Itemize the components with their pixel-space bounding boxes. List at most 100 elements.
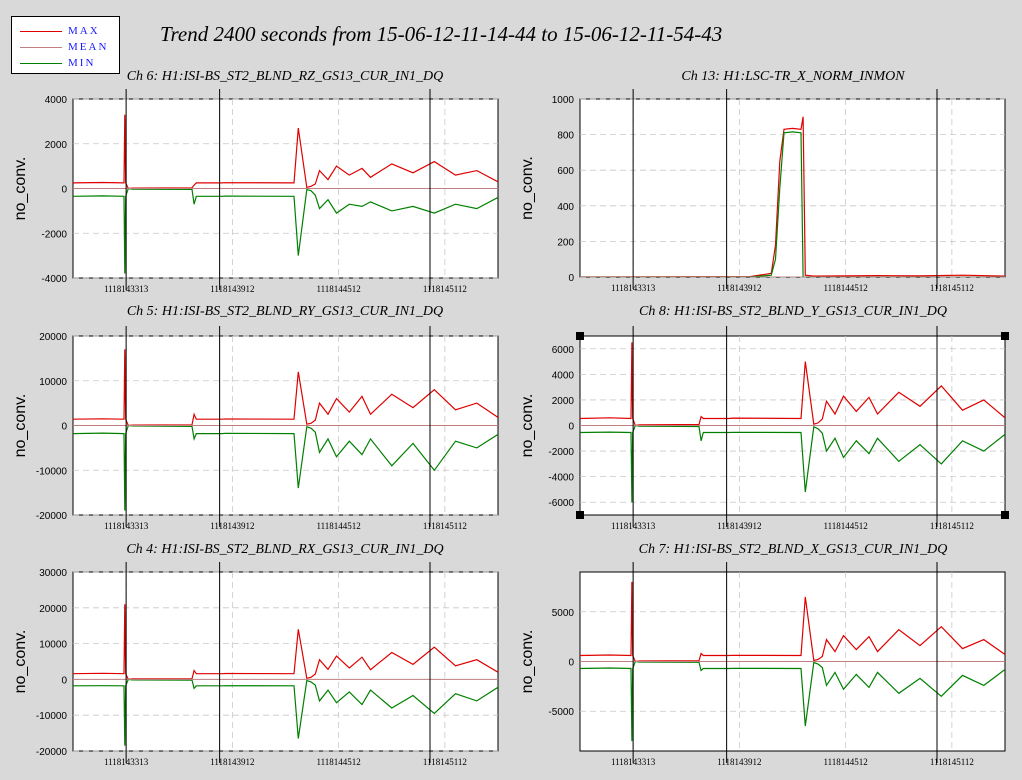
series-min-line xyxy=(73,424,498,511)
chart-title: Ch 4: H1:ISI-BS_ST2_BLND_RX_GS13_CUR_IN1… xyxy=(126,542,443,557)
x-tick-label: 1118145112 xyxy=(930,283,974,293)
series-max-line xyxy=(73,349,498,427)
plot-area xyxy=(579,98,1006,278)
legend-label-min: MIN xyxy=(68,57,96,69)
x-tick-label: 1118145112 xyxy=(423,757,467,767)
plot-series xyxy=(73,349,498,511)
y-axis-label: no_conv. xyxy=(519,156,536,220)
legend-item-max: MAX xyxy=(12,25,119,39)
y-tick-label: 4000 xyxy=(45,95,68,106)
chart-panel-2: Ch 13: H1:LSC-TR_X_NORM_INMON 1000 800 600 4… xyxy=(519,69,1006,293)
y-tick-label: -10000 xyxy=(36,466,68,477)
y-tick-label: 1000 xyxy=(552,95,575,106)
plot-series xyxy=(73,114,498,274)
series-max-line xyxy=(580,342,1005,427)
chart-title: Ch 13: H1:LSC-TR_X_NORM_INMON xyxy=(681,69,905,84)
y-tick-label: 10000 xyxy=(39,377,67,388)
x-tick-label: 1118143912 xyxy=(717,521,761,531)
series-max-line xyxy=(73,604,498,681)
x-tick-label: 1118144512 xyxy=(316,521,360,531)
legend-item-mean: MEAN xyxy=(12,41,119,55)
series-max-line xyxy=(73,114,498,190)
y-tick-label: 800 xyxy=(557,131,574,142)
series-min-line xyxy=(580,131,1005,277)
y-tick-label: 0 xyxy=(568,422,574,433)
y-axis-label: no_conv. xyxy=(12,157,29,221)
y-tick-label: 20000 xyxy=(39,332,67,343)
chart-panel-1: Ch 6: H1:ISI-BS_ST2_BLND_RZ_GS13_CUR_IN1… xyxy=(12,69,499,294)
y-tick-label: -20000 xyxy=(36,511,68,522)
y-axis-label: no_conv. xyxy=(519,394,536,458)
x-tick-label: 1118143912 xyxy=(210,521,254,531)
series-min-line xyxy=(580,424,1005,503)
y-tick-label: -5000 xyxy=(548,707,574,718)
y-axis-label: no_conv. xyxy=(12,630,29,694)
legend-label-max: MAX xyxy=(68,25,100,37)
series-min-line xyxy=(73,187,498,274)
x-tick-label: 1118144512 xyxy=(823,521,867,531)
y-tick-label: 20000 xyxy=(39,604,67,615)
y-tick-label: -2000 xyxy=(548,447,574,458)
plot-series xyxy=(580,116,1005,277)
legend-swatch-max xyxy=(20,31,62,32)
page-title: Trend 2400 seconds from 15-06-12-11-14-4… xyxy=(160,22,723,46)
selection-handle xyxy=(576,511,584,519)
y-axis-label: no_conv. xyxy=(12,394,29,458)
selection-handle xyxy=(1001,332,1009,340)
y-tick-label: 6000 xyxy=(552,345,575,356)
plot-series xyxy=(580,342,1005,503)
x-tick-label: 1118144512 xyxy=(316,757,360,767)
chart-title: Ch 8: H1:ISI-BS_ST2_BLND_Y_GS13_CUR_IN1_… xyxy=(639,304,947,319)
y-tick-label: 4000 xyxy=(552,370,575,381)
y-tick-label: -2000 xyxy=(41,229,67,240)
series-max-line xyxy=(580,116,1005,277)
x-tick-label: 1118144512 xyxy=(316,284,360,294)
y-tick-label: 2000 xyxy=(552,396,575,407)
y-tick-label: 0 xyxy=(568,658,574,669)
y-tick-label: 200 xyxy=(557,237,574,248)
y-tick-label: -20000 xyxy=(36,747,68,758)
x-tick-label: 1118143912 xyxy=(210,757,254,767)
y-tick-label: -6000 xyxy=(548,498,574,509)
y-tick-label: 10000 xyxy=(39,640,67,651)
chart-panel-3: Ch 5: H1:ISI-BS_ST2_BLND_RY_GS13_CUR_IN1… xyxy=(12,304,499,531)
x-tick-label: 1118143912 xyxy=(210,284,254,294)
selection-handle xyxy=(576,332,584,340)
legend: MAX MEAN MIN xyxy=(11,16,120,74)
x-tick-label: 1118145112 xyxy=(423,284,467,294)
y-tick-label: 0 xyxy=(61,185,67,196)
y-tick-label: 0 xyxy=(61,675,67,686)
y-tick-label: 600 xyxy=(557,166,574,177)
chart-title: Ch 7: H1:ISI-BS_ST2_BLND_X_GS13_CUR_IN1_… xyxy=(639,542,948,557)
x-tick-label: 1118143912 xyxy=(717,757,761,767)
series-min-line xyxy=(73,678,498,746)
chart-panel-5: Ch 4: H1:ISI-BS_ST2_BLND_RX_GS13_CUR_IN1… xyxy=(12,542,499,767)
legend-label-mean: MEAN xyxy=(68,41,109,53)
y-tick-label: -4000 xyxy=(548,473,574,484)
chart-panel-6: Ch 7: H1:ISI-BS_ST2_BLND_X_GS13_CUR_IN1_… xyxy=(519,542,1006,767)
legend-swatch-mean xyxy=(20,47,62,48)
y-tick-label: 0 xyxy=(61,422,67,433)
x-tick-label: 1118144512 xyxy=(823,283,867,293)
chart-title: Ch 6: H1:ISI-BS_ST2_BLND_RZ_GS13_CUR_IN1… xyxy=(127,69,444,84)
selection-handle xyxy=(1001,511,1009,519)
y-tick-label: 400 xyxy=(557,202,574,213)
y-tick-label: -4000 xyxy=(41,274,67,285)
x-tick-label: 1118145112 xyxy=(930,757,974,767)
y-axis-label: no_conv. xyxy=(519,630,536,694)
chart-title: Ch 5: H1:ISI-BS_ST2_BLND_RY_GS13_CUR_IN1… xyxy=(127,304,443,319)
plot-area xyxy=(72,571,499,752)
legend-swatch-min xyxy=(20,63,62,64)
plot-series xyxy=(580,581,1005,742)
y-tick-label: 0 xyxy=(568,273,574,284)
y-tick-label: 30000 xyxy=(39,568,67,579)
y-tick-label: -10000 xyxy=(36,711,68,722)
y-tick-label: 5000 xyxy=(552,608,575,619)
chart-panel-4: Ch 8: H1:ISI-BS_ST2_BLND_Y_GS13_CUR_IN1_… xyxy=(519,304,1009,531)
series-min-line xyxy=(580,660,1005,742)
x-tick-label: 1118145112 xyxy=(423,521,467,531)
x-tick-label: 1118145112 xyxy=(930,521,974,531)
x-tick-label: 1118143912 xyxy=(717,283,761,293)
y-tick-label: 2000 xyxy=(45,140,68,151)
